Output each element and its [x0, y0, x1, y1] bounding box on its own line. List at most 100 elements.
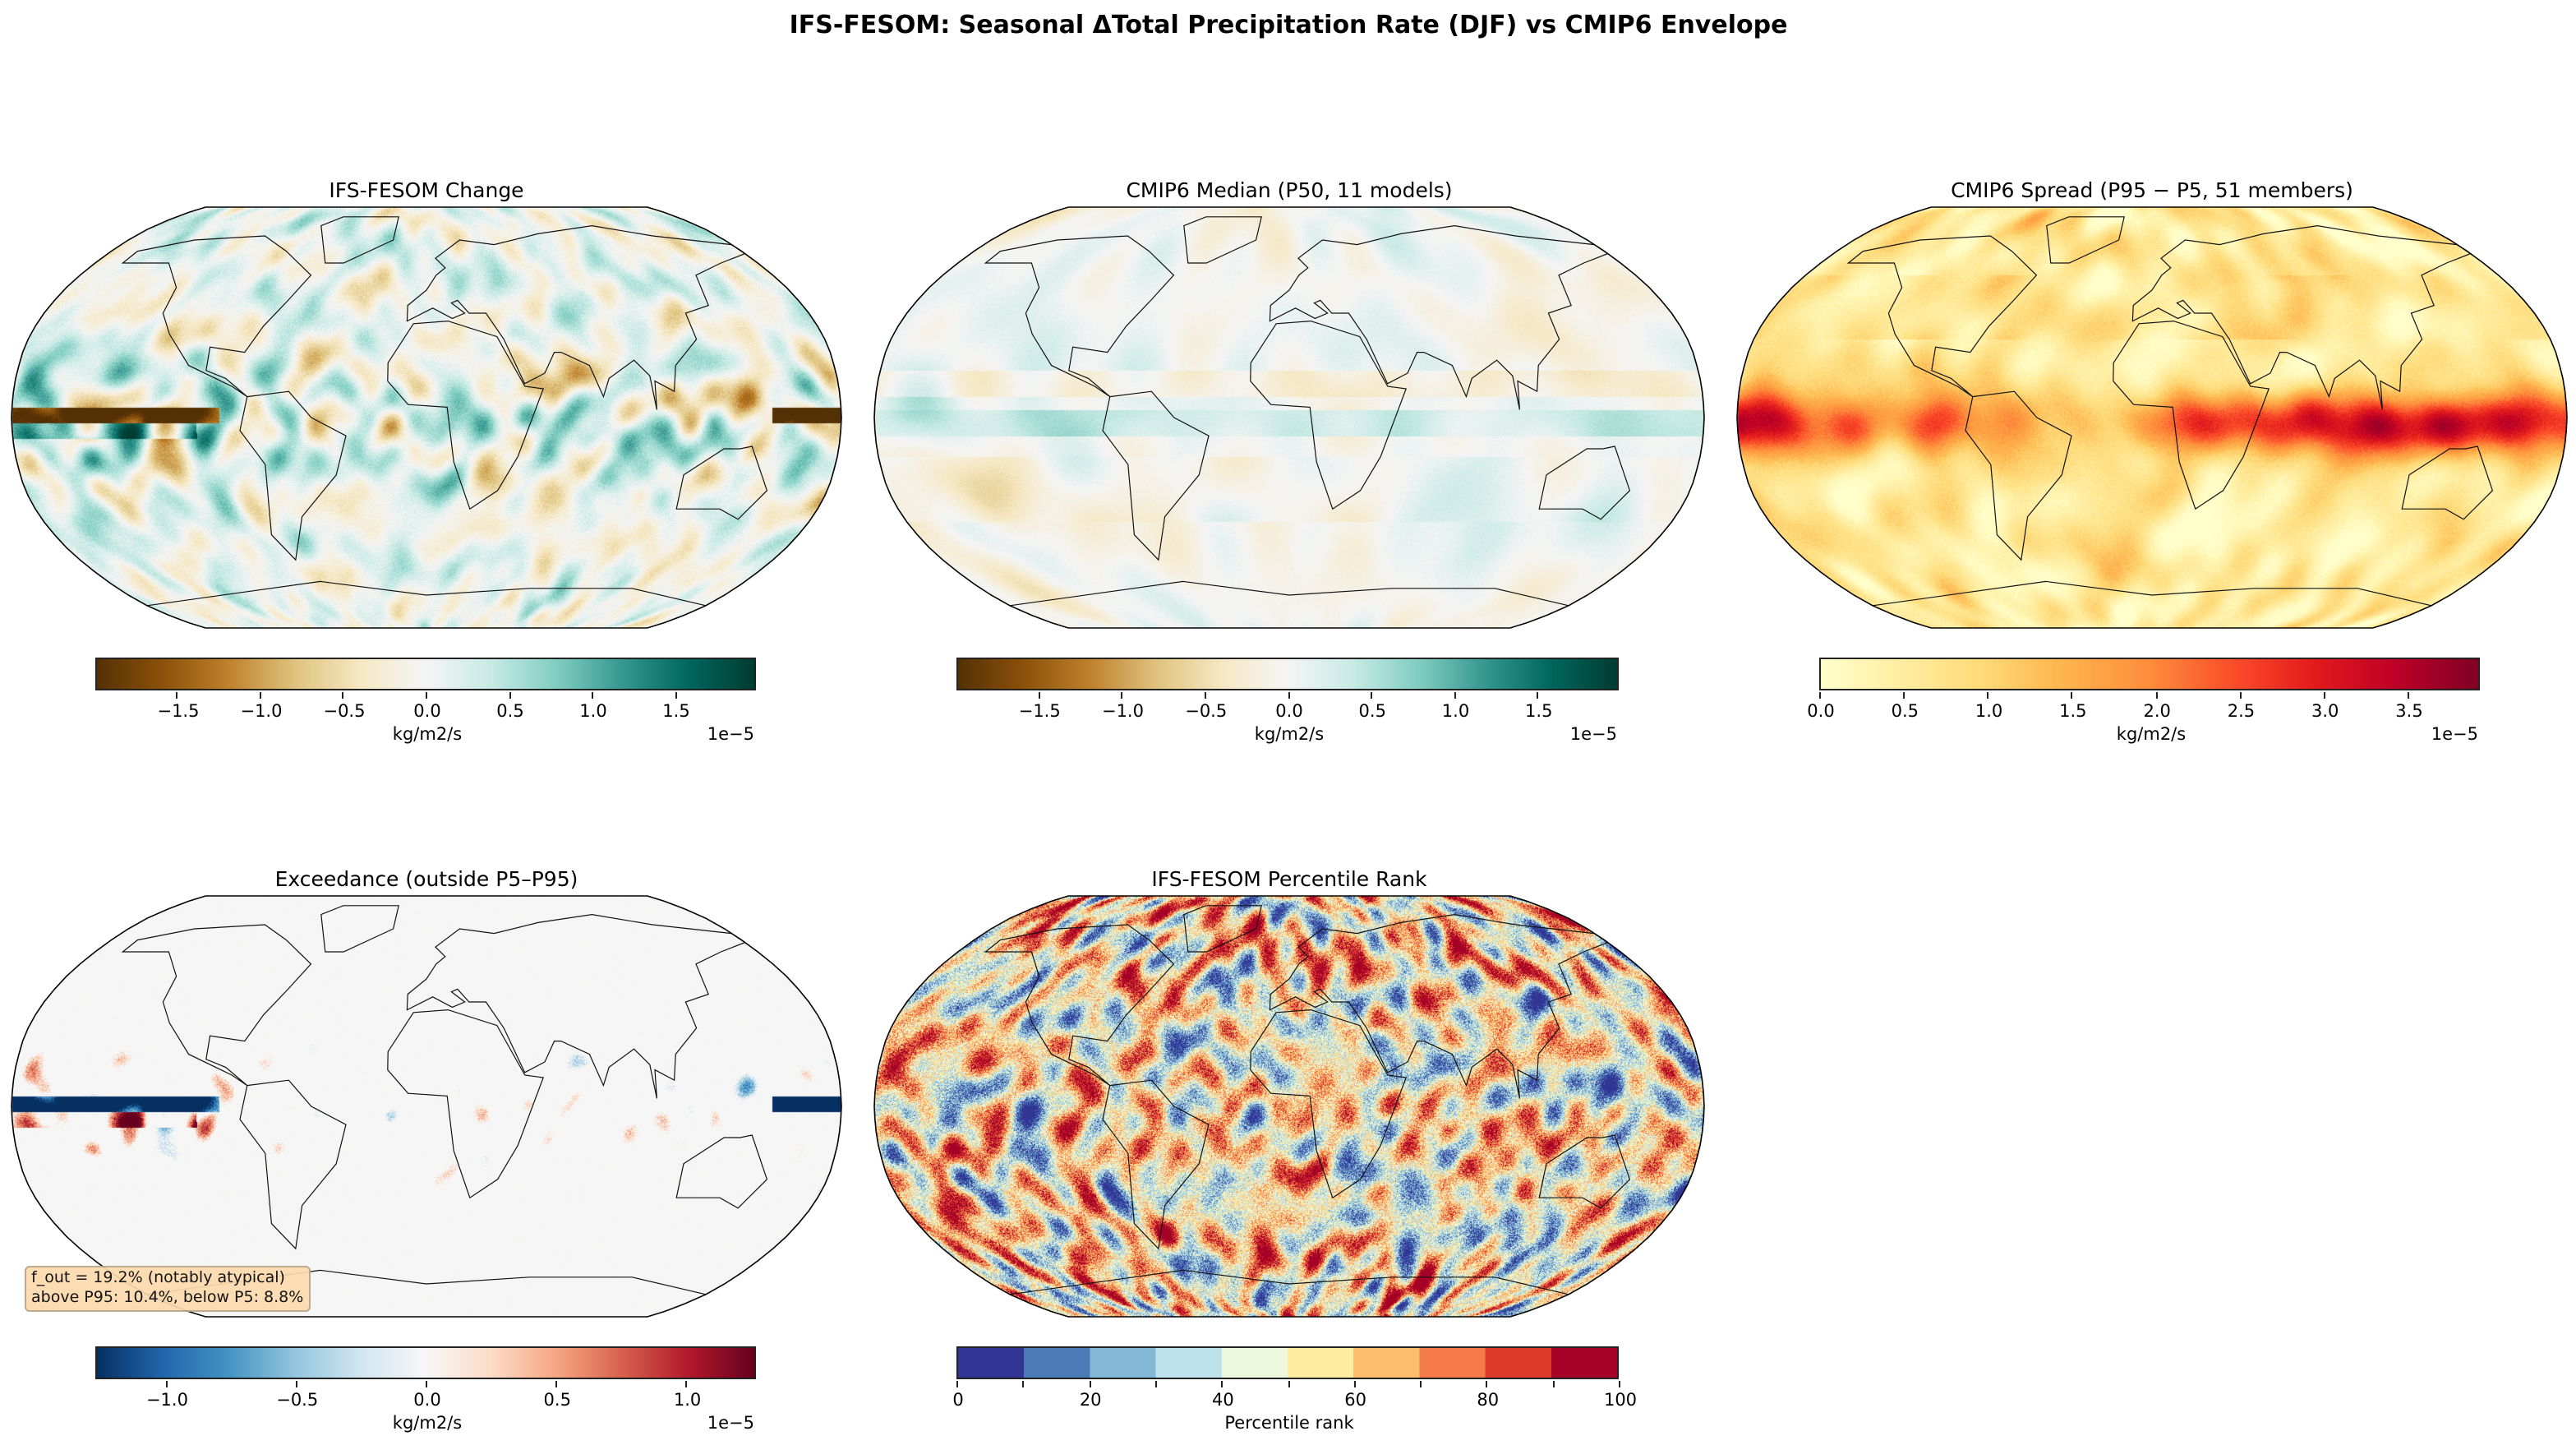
colorbar-tick-label: 20 — [1079, 1391, 1102, 1410]
coastline — [146, 580, 707, 607]
coastline — [2046, 216, 2125, 264]
colorbar-tick-label: 1.5 — [1525, 702, 1553, 722]
colorbar-tick — [592, 692, 593, 699]
cmip6-spread-colorbar: 0.0 0.5 1.0 1.5 2.0 2.5 3.0 3.5 kg/m2/s 1e−5 — [1807, 658, 2480, 745]
colorbar-tick-label: 3.5 — [2395, 702, 2423, 722]
colorbar-tick — [1221, 1381, 1223, 1387]
colorbar-tick — [1486, 1381, 1488, 1387]
coastline — [121, 924, 312, 1087]
map-boundary — [873, 895, 1705, 1318]
colorbar-tick — [1552, 1381, 1555, 1387]
colorbar-tick-label: 0.5 — [1358, 702, 1386, 722]
colorbar-label: Percentile rank — [1224, 1414, 1354, 1433]
cmip6-median-map — [873, 206, 1705, 629]
cmip6-spread-coastlines — [1736, 206, 2568, 629]
colorbar-tick — [165, 1381, 168, 1387]
colorbar-tick — [1154, 1381, 1157, 1387]
colorbar-tick-label: 0 — [952, 1391, 964, 1410]
colorbar-label: kg/m2/s — [1254, 725, 1325, 745]
coastline — [320, 905, 399, 953]
cmip6-spread-map — [1736, 206, 2568, 629]
coastline — [387, 320, 545, 510]
colorbar-tick — [1819, 692, 1821, 699]
coastline — [239, 1079, 347, 1250]
colorbar-tick — [2155, 692, 2158, 699]
colorbar-tick-label: −0.5 — [323, 702, 366, 722]
colorbar-tick — [1038, 692, 1040, 699]
map-boundary — [11, 206, 842, 629]
percentile-rank-colorbar: 0 20 40 60 80 100 Percentile rank — [952, 1346, 1637, 1433]
coastline — [239, 390, 347, 561]
coastline — [1250, 1009, 1408, 1199]
colorbar-tick-label: 2.5 — [2227, 702, 2256, 722]
colorbar-tick — [1903, 692, 1906, 699]
colorbar-tick — [1537, 692, 1539, 699]
coastline — [320, 216, 399, 264]
coastline — [406, 224, 746, 410]
exceedance-coastlines — [11, 895, 842, 1318]
colorbar-exponent: 1e−5 — [707, 725, 754, 745]
map-boundary — [11, 895, 842, 1318]
colorbar-label: kg/m2/s — [392, 725, 463, 745]
colorbar-tick — [2408, 692, 2409, 699]
cmip6-median-title: CMIP6 Median (P50, 11 models) — [1126, 178, 1453, 202]
percentile-rank-coastlines — [873, 895, 1705, 1318]
colorbar-tick — [426, 1381, 427, 1387]
colorbar-tick-label: 0.0 — [1275, 702, 1303, 722]
coastline — [1102, 390, 1210, 561]
coastline — [1009, 1269, 1569, 1295]
colorbar-tick — [342, 692, 344, 699]
coastline — [1965, 390, 2072, 561]
colorbar-tick-label: 0.5 — [543, 1391, 571, 1410]
colorbar-tick-label: −1.5 — [157, 702, 200, 722]
colorbar-tick — [176, 692, 178, 699]
cmip6-median-colorbar: −1.5 −1.0 −0.5 0.0 0.5 1.0 1.5 kg/m2/s 1e−5 — [956, 658, 1619, 745]
coastline — [1250, 320, 1408, 510]
colorbar-tick — [1420, 1381, 1422, 1387]
colorbar-tick-label: −1.0 — [145, 1391, 188, 1410]
cmip6-spread-title: CMIP6 Spread (P95 − P5, 51 members) — [1951, 178, 2353, 202]
coastline — [675, 446, 768, 520]
exceedance-map — [11, 895, 842, 1318]
colorbar-tick-label: 1.5 — [2059, 702, 2087, 722]
colorbar-tick-label: −0.5 — [1185, 702, 1228, 722]
colorbar-tick — [956, 1381, 958, 1387]
colorbar-tick — [1121, 692, 1123, 699]
coastline — [406, 913, 746, 1099]
colorbar-tick — [1288, 1381, 1289, 1387]
exceedance-colorbar: −1.0 −0.5 0.0 0.5 1.0 kg/m2/s 1e−5 — [95, 1346, 756, 1433]
colorbar-tick — [1204, 692, 1206, 699]
colorbar-tick — [509, 692, 510, 699]
map-boundary — [1736, 206, 2568, 629]
coastline — [387, 1009, 545, 1199]
colorbar-tick-label: −1.0 — [1101, 702, 1144, 722]
coastline — [984, 235, 1175, 398]
coastline — [1009, 580, 1569, 607]
colorbar-tick — [259, 692, 261, 699]
colorbar-exponent: 1e−5 — [2431, 725, 2478, 745]
colorbar-tick-label: 100 — [1603, 1391, 1638, 1410]
colorbar-tick-label: −1.5 — [1018, 702, 1061, 722]
annotation-line-1: f_out = 19.2% (notably atypical) — [31, 1269, 285, 1287]
cmip6-median-coastlines — [873, 206, 1705, 629]
colorbar-tick — [1022, 1381, 1025, 1387]
colorbar-tick-label: 1.0 — [1441, 702, 1470, 722]
colorbar-tick-label: 1.0 — [1975, 702, 2003, 722]
map-boundary — [873, 206, 1705, 629]
colorbar-tick-label: 0.5 — [496, 702, 524, 722]
colorbar-tick-label: −0.5 — [276, 1391, 319, 1410]
colorbar-tick — [1454, 692, 1456, 699]
coastline — [1183, 216, 1262, 264]
colorbar-tick-label: 0.0 — [1807, 702, 1835, 722]
figure-title: IFS-FESOM: Seasonal ΔTotal Precipitation… — [789, 10, 1788, 39]
cmip6-spread-field-raster — [1737, 207, 2567, 628]
colorbar-tick — [2323, 692, 2325, 699]
exceedance-title: Exceedance (outside P5–P95) — [274, 866, 578, 891]
colorbar-tick — [2239, 692, 2242, 699]
colorbar-tick — [1353, 1381, 1356, 1387]
colorbar-tick-label: 1.0 — [673, 1391, 702, 1410]
colorbar-tick-label: 1.5 — [662, 702, 690, 722]
colorbar-tick — [426, 692, 427, 699]
exceedance-field-raster — [12, 896, 841, 1317]
